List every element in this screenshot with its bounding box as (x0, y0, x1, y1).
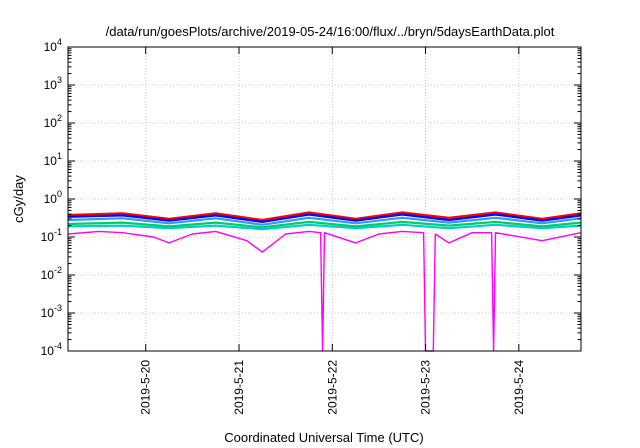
x-tick-label: 2019-5-24 (512, 360, 526, 415)
y-tick-label: 104 (44, 37, 62, 54)
y-tick-label: 10-4 (41, 341, 62, 358)
y-axis: 10-4 10-3 10-2 10-1 100 101 102 103 104 (41, 37, 581, 358)
y-tick-label: 102 (44, 113, 62, 130)
series-line-4 (67, 220, 582, 229)
y-tick-label: 10-3 (41, 303, 62, 320)
grid (68, 47, 581, 351)
series-line-5 (67, 223, 582, 231)
series-line-3 (67, 216, 582, 226)
x-tick-label: 2019-5-22 (325, 360, 339, 415)
y-tick-label: 100 (44, 189, 62, 206)
series-line-1 (67, 211, 582, 222)
series-line-6 (67, 230, 582, 352)
series-line-2 (67, 213, 582, 223)
y-axis-label: cGy/day (11, 175, 26, 223)
x-tick-label: 2019-5-23 (419, 360, 433, 415)
x-tick-label: 2019-5-20 (139, 360, 153, 415)
y-tick-label: 103 (44, 75, 62, 92)
chart-title: /data/run/goesPlots/archive/2019-05-24/1… (106, 24, 555, 39)
y-tick-label: 101 (44, 151, 62, 168)
series-layer (67, 211, 582, 352)
x-axis: 2019-5-20 2019-5-21 2019-5-22 2019-5-23 2019… (139, 47, 526, 415)
x-tick-label: 2019-5-21 (232, 360, 246, 415)
y-tick-label: 10-1 (41, 227, 62, 244)
x-axis-label: Coordinated Universal Time (UTC) (224, 430, 423, 445)
plot-frame (67, 46, 582, 352)
y-tick-label: 10-2 (41, 265, 62, 282)
